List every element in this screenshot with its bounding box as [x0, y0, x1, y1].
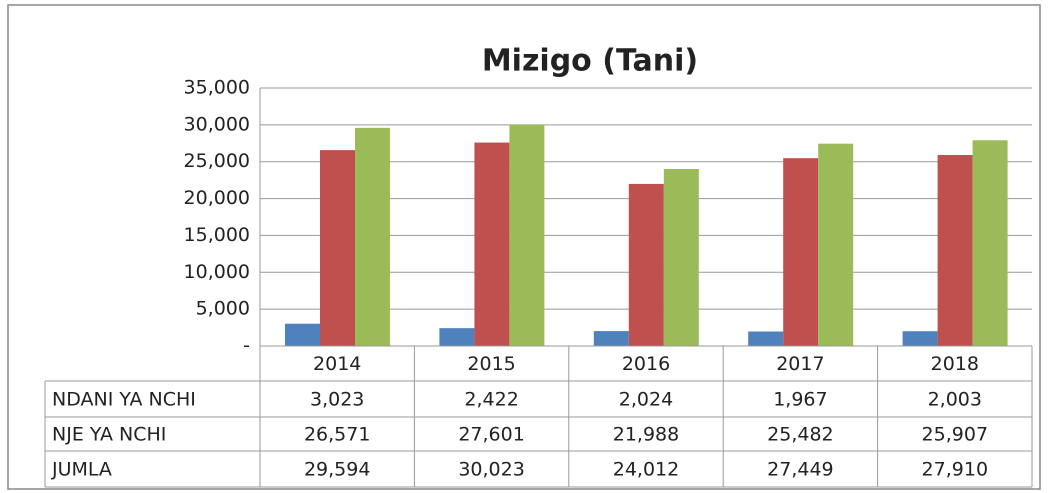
x-tick-label: 2017 — [776, 353, 824, 375]
table-cell: 29,594 — [304, 459, 370, 481]
bar — [474, 142, 510, 346]
table-cell: 27,601 — [458, 424, 524, 446]
y-tick-label: 30,000 — [184, 113, 250, 135]
table-cell: 2,422 — [464, 389, 518, 411]
x-tick-label: 2018 — [931, 353, 979, 375]
bar — [285, 323, 320, 346]
bar — [902, 331, 938, 346]
table-cell: 3,023 — [310, 389, 364, 411]
bar — [937, 155, 973, 346]
bar — [593, 331, 629, 346]
bar — [663, 168, 699, 346]
chart-title: Mizigo (Tani) — [482, 44, 698, 79]
table-row-label: NDANI YA NCHI — [52, 389, 196, 411]
x-tick-label: 2016 — [622, 353, 670, 375]
table-cell: 30,023 — [458, 459, 524, 481]
bar — [628, 183, 664, 346]
x-tick-label: 2014 — [313, 353, 361, 375]
bar — [509, 124, 545, 347]
y-tick-label: 25,000 — [184, 150, 250, 172]
table-cell: 21,988 — [613, 424, 679, 446]
y-tick-label: - — [243, 335, 250, 357]
table-cell: 27,449 — [767, 459, 833, 481]
table-cell: 25,482 — [767, 424, 833, 446]
bar — [748, 331, 784, 346]
bar — [972, 140, 1008, 346]
bar — [439, 328, 475, 346]
table-cell: 24,012 — [613, 459, 679, 481]
table-row-label: JUMLA — [51, 459, 112, 481]
table-cell: 2,024 — [619, 389, 673, 411]
y-tick-label: 15,000 — [184, 224, 250, 246]
y-tick-label: 5,000 — [196, 298, 250, 320]
table-cell: 25,907 — [922, 424, 988, 446]
table-cell: 26,571 — [304, 424, 370, 446]
bar — [320, 150, 355, 346]
bar — [818, 143, 854, 346]
bar — [355, 127, 390, 346]
table-cell: 27,910 — [922, 459, 988, 481]
bar — [783, 158, 819, 346]
y-tick-label: 10,000 — [184, 261, 250, 283]
table-cell: 2,003 — [928, 389, 982, 411]
y-tick-label: 35,000 — [184, 77, 250, 99]
x-tick-label: 2015 — [467, 353, 515, 375]
y-tick-label: 20,000 — [184, 187, 250, 209]
table-row-label: NJE YA NCHI — [52, 424, 166, 446]
table-cell: 1,967 — [773, 389, 827, 411]
